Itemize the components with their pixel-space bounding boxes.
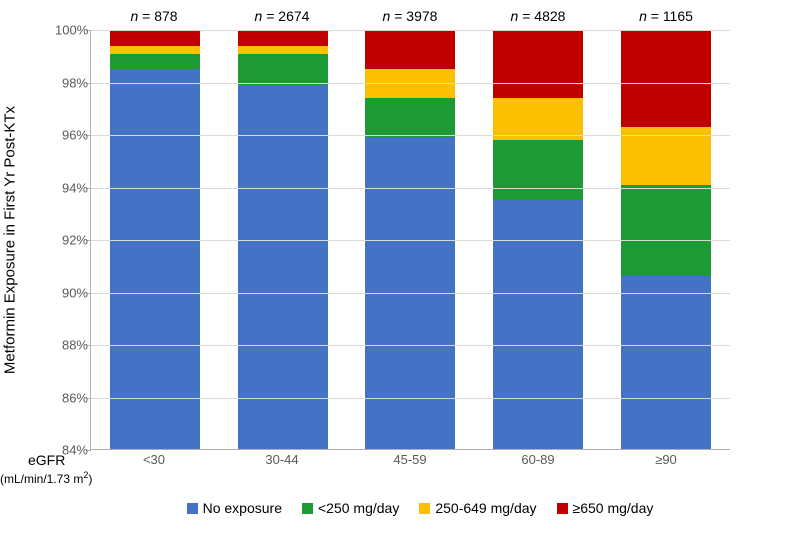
y-tick-label: 86%	[55, 390, 88, 405]
y-tick-label: 92%	[55, 233, 88, 248]
x-tick-label: <30	[109, 452, 199, 467]
y-tick-label: 100%	[55, 23, 88, 38]
x-tick-label: 30-44	[237, 452, 327, 467]
legend-swatch	[419, 503, 430, 514]
n-label: n = 3978	[365, 8, 455, 24]
x-axis-title-line2: (mL/min/1.73 m2)	[0, 470, 95, 487]
legend-item: <250 mg/day	[302, 500, 399, 516]
seg-ge650	[493, 30, 583, 98]
legend-label: 250-649 mg/day	[435, 500, 536, 516]
legend: No exposure <250 mg/day 250-649 mg/day ≥650…	[120, 500, 720, 516]
legend-label: ≥650 mg/day	[573, 500, 654, 516]
seg-ge650	[110, 30, 200, 46]
seg-250-649	[365, 69, 455, 98]
seg-no-exposure	[621, 276, 711, 449]
n-label: n = 2674	[237, 8, 327, 24]
legend-item: 250-649 mg/day	[419, 500, 536, 516]
plot-area	[90, 30, 730, 450]
seg-no-exposure	[238, 85, 328, 449]
seg-lt250	[621, 185, 711, 277]
n-label: n = 4828	[493, 8, 583, 24]
x-tick-label: ≥90	[621, 452, 711, 467]
gridline	[91, 188, 730, 189]
seg-no-exposure	[110, 69, 200, 449]
y-tick-label: 88%	[55, 338, 88, 353]
gridline	[91, 240, 730, 241]
n-label: n = 878	[109, 8, 199, 24]
legend-label: No exposure	[203, 500, 282, 516]
gridline	[91, 83, 730, 84]
y-axis-title: Metformin Exposure in First Yr Post-KTx	[2, 106, 19, 374]
x-tick-label: 45-59	[365, 452, 455, 467]
legend-swatch	[187, 503, 198, 514]
seg-no-exposure	[493, 200, 583, 449]
gridline	[91, 30, 730, 31]
legend-label: <250 mg/day	[318, 500, 399, 516]
y-tick-label: 94%	[55, 180, 88, 195]
y-tick-label: 90%	[55, 285, 88, 300]
seg-lt250	[493, 140, 583, 200]
seg-250-649	[238, 46, 328, 54]
seg-lt250	[110, 54, 200, 70]
seg-250-649	[110, 46, 200, 54]
x-tick-labels: <30 30-44 45-59 60-89 ≥90	[90, 452, 730, 467]
gridline	[91, 345, 730, 346]
gridline	[91, 398, 730, 399]
seg-ge650	[238, 30, 328, 46]
gridline	[91, 293, 730, 294]
legend-item: No exposure	[187, 500, 282, 516]
x-tick-label: 60-89	[493, 452, 583, 467]
legend-item: ≥650 mg/day	[557, 500, 654, 516]
seg-ge650	[621, 30, 711, 127]
seg-250-649	[493, 98, 583, 140]
n-label: n = 1165	[621, 8, 711, 24]
y-tick-label: 98%	[55, 75, 88, 90]
legend-swatch	[302, 503, 313, 514]
y-tick-label: 96%	[55, 128, 88, 143]
seg-lt250	[365, 98, 455, 137]
y-tick-label: 84%	[55, 443, 88, 458]
legend-swatch	[557, 503, 568, 514]
seg-lt250	[238, 54, 328, 85]
chart-container: Metformin Exposure in First Yr Post-KTx …	[0, 0, 800, 550]
seg-ge650	[365, 30, 455, 69]
gridline	[91, 135, 730, 136]
